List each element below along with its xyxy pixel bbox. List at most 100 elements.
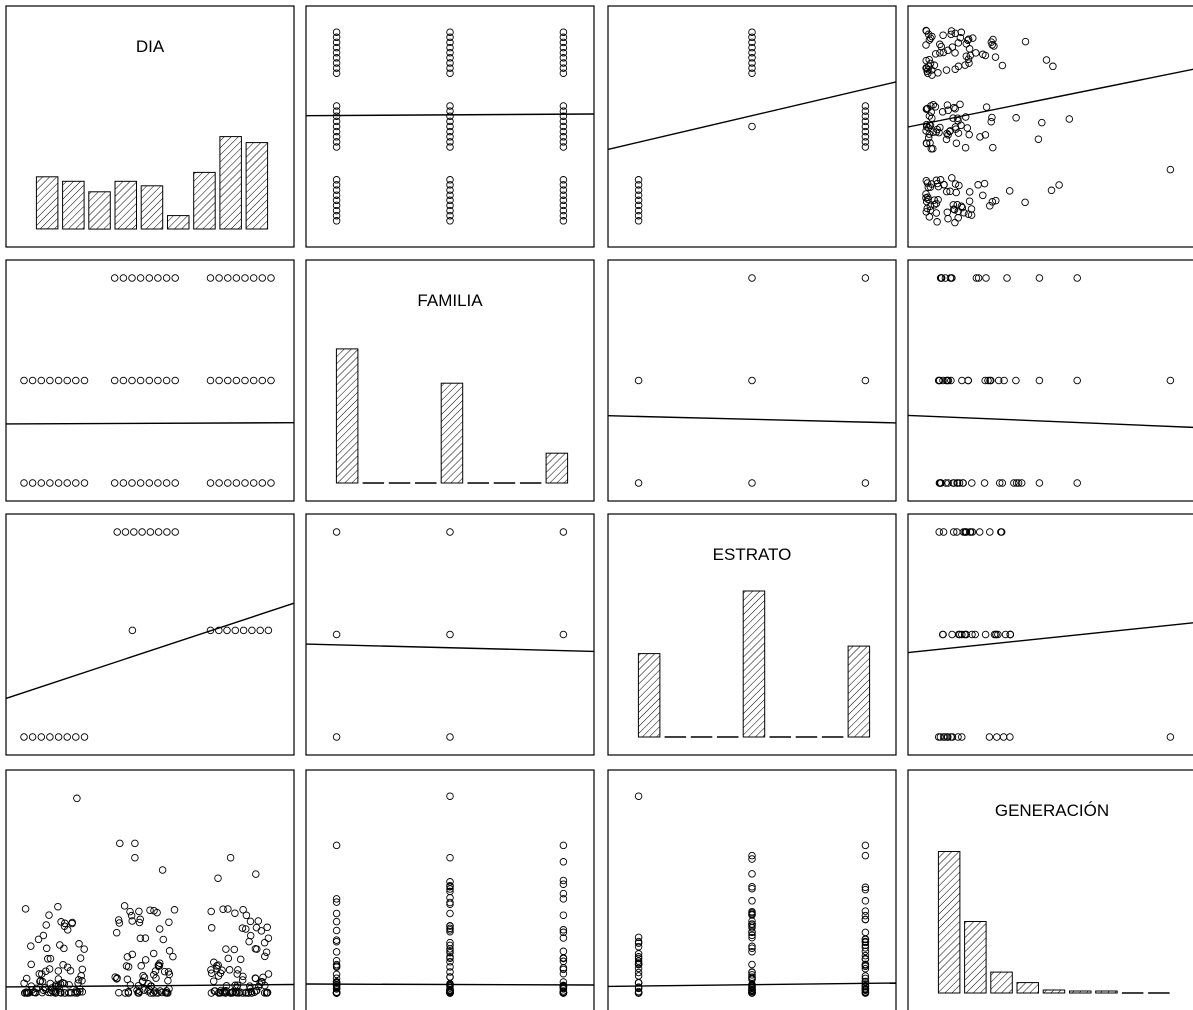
data-point — [951, 49, 959, 57]
data-point — [80, 945, 88, 953]
data-point — [965, 59, 973, 67]
data-point — [1006, 630, 1014, 639]
data-point — [207, 966, 215, 974]
data-point — [1166, 733, 1175, 741]
data-point — [332, 898, 341, 906]
data-point — [1017, 479, 1026, 487]
data-point — [232, 376, 241, 385]
data-point — [1073, 376, 1081, 385]
histogram-bar — [742, 590, 766, 738]
data-point — [332, 196, 341, 205]
data-point — [949, 201, 958, 209]
data-point — [251, 974, 260, 983]
data-point — [446, 64, 454, 72]
data-point — [953, 479, 962, 487]
data-point — [263, 988, 272, 997]
data-point — [332, 978, 341, 986]
data-point — [136, 479, 145, 487]
data-point — [446, 191, 454, 199]
data-point — [634, 181, 643, 189]
data-point — [634, 176, 643, 184]
data-point — [931, 50, 940, 58]
data-point — [254, 917, 263, 925]
data-point — [68, 918, 77, 927]
data-point — [169, 952, 177, 961]
histogram-bar — [193, 171, 216, 230]
data-point — [446, 909, 454, 918]
data-point — [634, 933, 643, 942]
data-point — [1000, 376, 1008, 385]
data-point — [933, 218, 941, 226]
data-point — [20, 479, 28, 487]
data-point — [332, 181, 341, 189]
data-point — [446, 986, 454, 994]
data-point — [965, 197, 974, 205]
data-point — [332, 69, 341, 77]
data-point — [332, 936, 341, 944]
data-point — [935, 376, 943, 385]
data-point — [559, 630, 568, 639]
data-point — [140, 973, 149, 982]
data-point — [332, 48, 341, 57]
data-point — [932, 128, 940, 136]
data-point — [39, 931, 48, 940]
data-point — [559, 201, 568, 210]
data-point — [634, 968, 643, 977]
data-point — [861, 951, 870, 960]
data-point — [1003, 274, 1011, 282]
data-point — [267, 479, 275, 487]
data-point — [332, 191, 341, 199]
data-point — [956, 100, 964, 109]
data-point — [1038, 118, 1046, 127]
data-point — [332, 841, 341, 850]
panel-generacion-vs-estrato — [607, 769, 897, 1010]
data-point — [136, 934, 145, 943]
data-point — [242, 911, 251, 920]
data-point — [80, 376, 89, 385]
data-point — [634, 196, 643, 205]
data-point — [963, 124, 972, 132]
data-point — [748, 989, 756, 997]
data-point — [446, 201, 454, 210]
data-point — [748, 931, 756, 940]
data-point — [446, 963, 454, 971]
data-point — [248, 626, 256, 635]
data-point — [559, 196, 568, 205]
data-point — [967, 528, 975, 536]
data-point — [965, 130, 973, 139]
data-point — [559, 858, 568, 866]
data-point — [76, 954, 85, 962]
trend-line — [907, 68, 1193, 128]
data-point — [861, 986, 870, 994]
data-point — [133, 986, 141, 995]
data-point — [748, 960, 756, 969]
data-point — [54, 376, 63, 385]
trend-line — [5, 422, 295, 425]
data-point — [961, 113, 970, 121]
data-point — [155, 925, 164, 933]
data-point — [241, 376, 249, 385]
data-point — [218, 966, 226, 974]
data-point — [249, 479, 258, 487]
data-point — [1055, 181, 1063, 189]
variable-label: ESTRATO — [713, 545, 792, 564]
data-point — [75, 940, 83, 948]
data-point — [28, 733, 37, 741]
data-point — [54, 967, 63, 975]
data-point — [861, 972, 870, 980]
data-point — [446, 28, 454, 36]
data-point — [861, 138, 870, 146]
data-point — [949, 479, 957, 487]
data-point — [239, 905, 247, 914]
data-point — [936, 176, 945, 184]
panel-dia-vs-estrato — [607, 5, 897, 248]
data-point — [446, 926, 454, 934]
data-point — [559, 911, 568, 919]
data-point — [922, 64, 931, 73]
data-point — [944, 131, 952, 139]
data-point — [748, 947, 756, 956]
data-point — [446, 948, 454, 957]
data-point — [861, 915, 870, 924]
data-point — [236, 988, 244, 996]
data-point — [154, 274, 162, 282]
